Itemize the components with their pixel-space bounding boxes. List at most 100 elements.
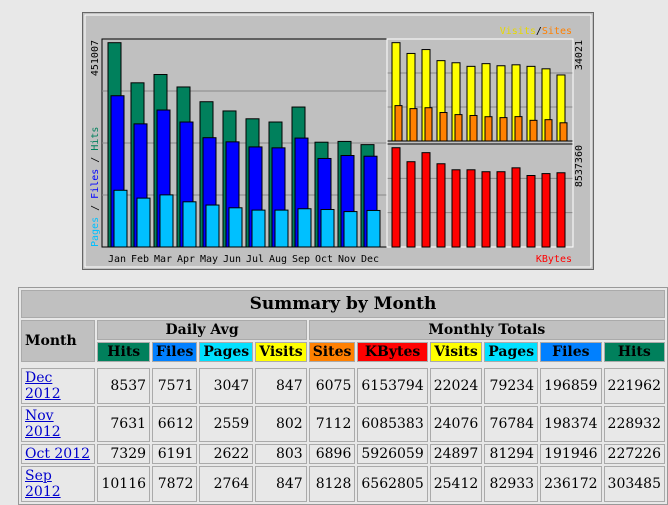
month-label: Mar (154, 254, 172, 265)
legend-item: / (536, 26, 542, 37)
col-header-visits: Visits (255, 342, 307, 362)
value-cell: 7631 (97, 406, 151, 442)
sites-bar (409, 108, 418, 142)
daily-avg-header: Daily Avg (97, 320, 307, 340)
sites-bar (514, 116, 523, 142)
legend-item: Files (90, 169, 101, 205)
value-cell: 2764 (199, 466, 254, 502)
value-cell: 191946 (540, 444, 602, 464)
value-cell: 81294 (484, 444, 539, 464)
month-header: Month (21, 320, 96, 362)
monthly-totals-header: Monthly Totals (308, 320, 665, 340)
sites-bar (559, 122, 568, 142)
month-cell: Oct 2012 (21, 444, 96, 464)
value-cell: 227226 (603, 444, 665, 464)
legend-item: / (90, 157, 101, 169)
value-cell: 7571 (152, 368, 198, 404)
value-cell: 6191 (152, 444, 198, 464)
value-cell: 76784 (484, 406, 539, 442)
pages-bar (205, 204, 220, 248)
visits-max-label: 34021 (574, 40, 585, 70)
col-header-files: Files (540, 342, 602, 362)
value-cell: 3047 (199, 368, 254, 404)
month-link[interactable]: Oct 2012 (25, 446, 91, 462)
kbytes-bar (481, 171, 491, 248)
value-cell: 847 (255, 466, 307, 502)
pages-bar (366, 209, 381, 248)
sites-bar (439, 112, 448, 142)
col-header-hits: Hits (97, 342, 151, 362)
table-row: Dec 2012 8537 7571 3047 847 6075 6153794 22024 7… (21, 368, 665, 404)
value-cell: 2559 (199, 406, 254, 442)
month-label: Jun (223, 254, 241, 265)
month-label: Jul (246, 254, 264, 265)
value-cell: 8128 (308, 466, 356, 502)
sites-bar (424, 107, 433, 142)
legend-item: Pages (90, 217, 101, 247)
legend-item: Hits (90, 127, 101, 157)
month-link[interactable]: Sep 2012 (25, 468, 61, 500)
value-cell: 5926059 (357, 444, 428, 464)
kbytes-bar (511, 167, 521, 248)
table-title: Summary by Month (21, 290, 665, 318)
month-label: Sep (292, 254, 310, 265)
pages-bar (182, 201, 197, 248)
table-row: Sep 2012 10116 7872 2764 847 8128 6562805 25412… (21, 466, 665, 502)
col-header-sites: Sites (308, 342, 356, 362)
value-cell: 25412 (429, 466, 483, 502)
legend-item: / (90, 205, 101, 217)
pages-bar (228, 207, 243, 248)
kbytes-bar (526, 175, 536, 248)
col-header-visits: Visits (429, 342, 483, 362)
value-cell: 6896 (308, 444, 356, 464)
legend-item: Visits (500, 26, 536, 37)
col-header-hits: Hits (603, 342, 665, 362)
sites-bar (544, 119, 553, 142)
pages-bar (251, 209, 266, 248)
col-header-kbytes: KBytes (357, 342, 428, 362)
value-cell: 22024 (429, 368, 483, 404)
pages-bar (320, 209, 335, 248)
month-cell: Dec 2012 (21, 368, 96, 404)
month-label: Jan (108, 254, 126, 265)
sites-bar (484, 116, 493, 142)
month-label: Apr (177, 254, 195, 265)
value-cell: 221962 (603, 368, 665, 404)
month-label: Feb (131, 254, 149, 265)
value-cell: 228932 (603, 406, 665, 442)
month-link[interactable]: Nov 2012 (25, 408, 61, 440)
month-link[interactable]: Dec 2012 (25, 370, 61, 402)
kbytes-bar (406, 161, 416, 248)
sites-bar (394, 105, 403, 142)
kbytes-bar (421, 152, 431, 248)
pages-bar (113, 189, 128, 248)
col-header-pages: Pages (199, 342, 254, 362)
chart-bevel (84, 14, 592, 268)
kbytes-bar (436, 163, 446, 248)
value-cell: 196859 (540, 368, 602, 404)
value-cell: 6562805 (357, 466, 428, 502)
usage-chart: Jan Feb Mar Apr May Jun Jul Aug Sep Oct Nov Dec 4510… (82, 12, 594, 270)
value-cell: 7872 (152, 466, 198, 502)
table-row: Nov 2012 7631 6612 2559 802 7112 6085383 24076 7… (21, 406, 665, 442)
month-cell: Sep 2012 (21, 466, 96, 502)
legend-item: Sites (542, 26, 572, 37)
value-cell: 803 (255, 444, 307, 464)
value-cell: 8537 (97, 368, 151, 404)
value-cell: 6612 (152, 406, 198, 442)
value-cell: 24897 (429, 444, 483, 464)
pages-bar (136, 197, 151, 248)
kbytes-bar (556, 172, 566, 248)
value-cell: 236172 (540, 466, 602, 502)
pages-bar (297, 208, 312, 248)
summary-table: Summary by Month Month Daily Avg Monthly… (18, 287, 668, 505)
month-cell: Nov 2012 (21, 406, 96, 442)
col-header-files: Files (152, 342, 198, 362)
kbytes-bar (391, 147, 401, 248)
kbytes-bar (496, 171, 506, 248)
value-cell: 303485 (603, 466, 665, 502)
value-cell: 24076 (429, 406, 483, 442)
month-label: May (200, 254, 218, 265)
pages-bar (274, 209, 289, 248)
panel-border (386, 38, 574, 248)
